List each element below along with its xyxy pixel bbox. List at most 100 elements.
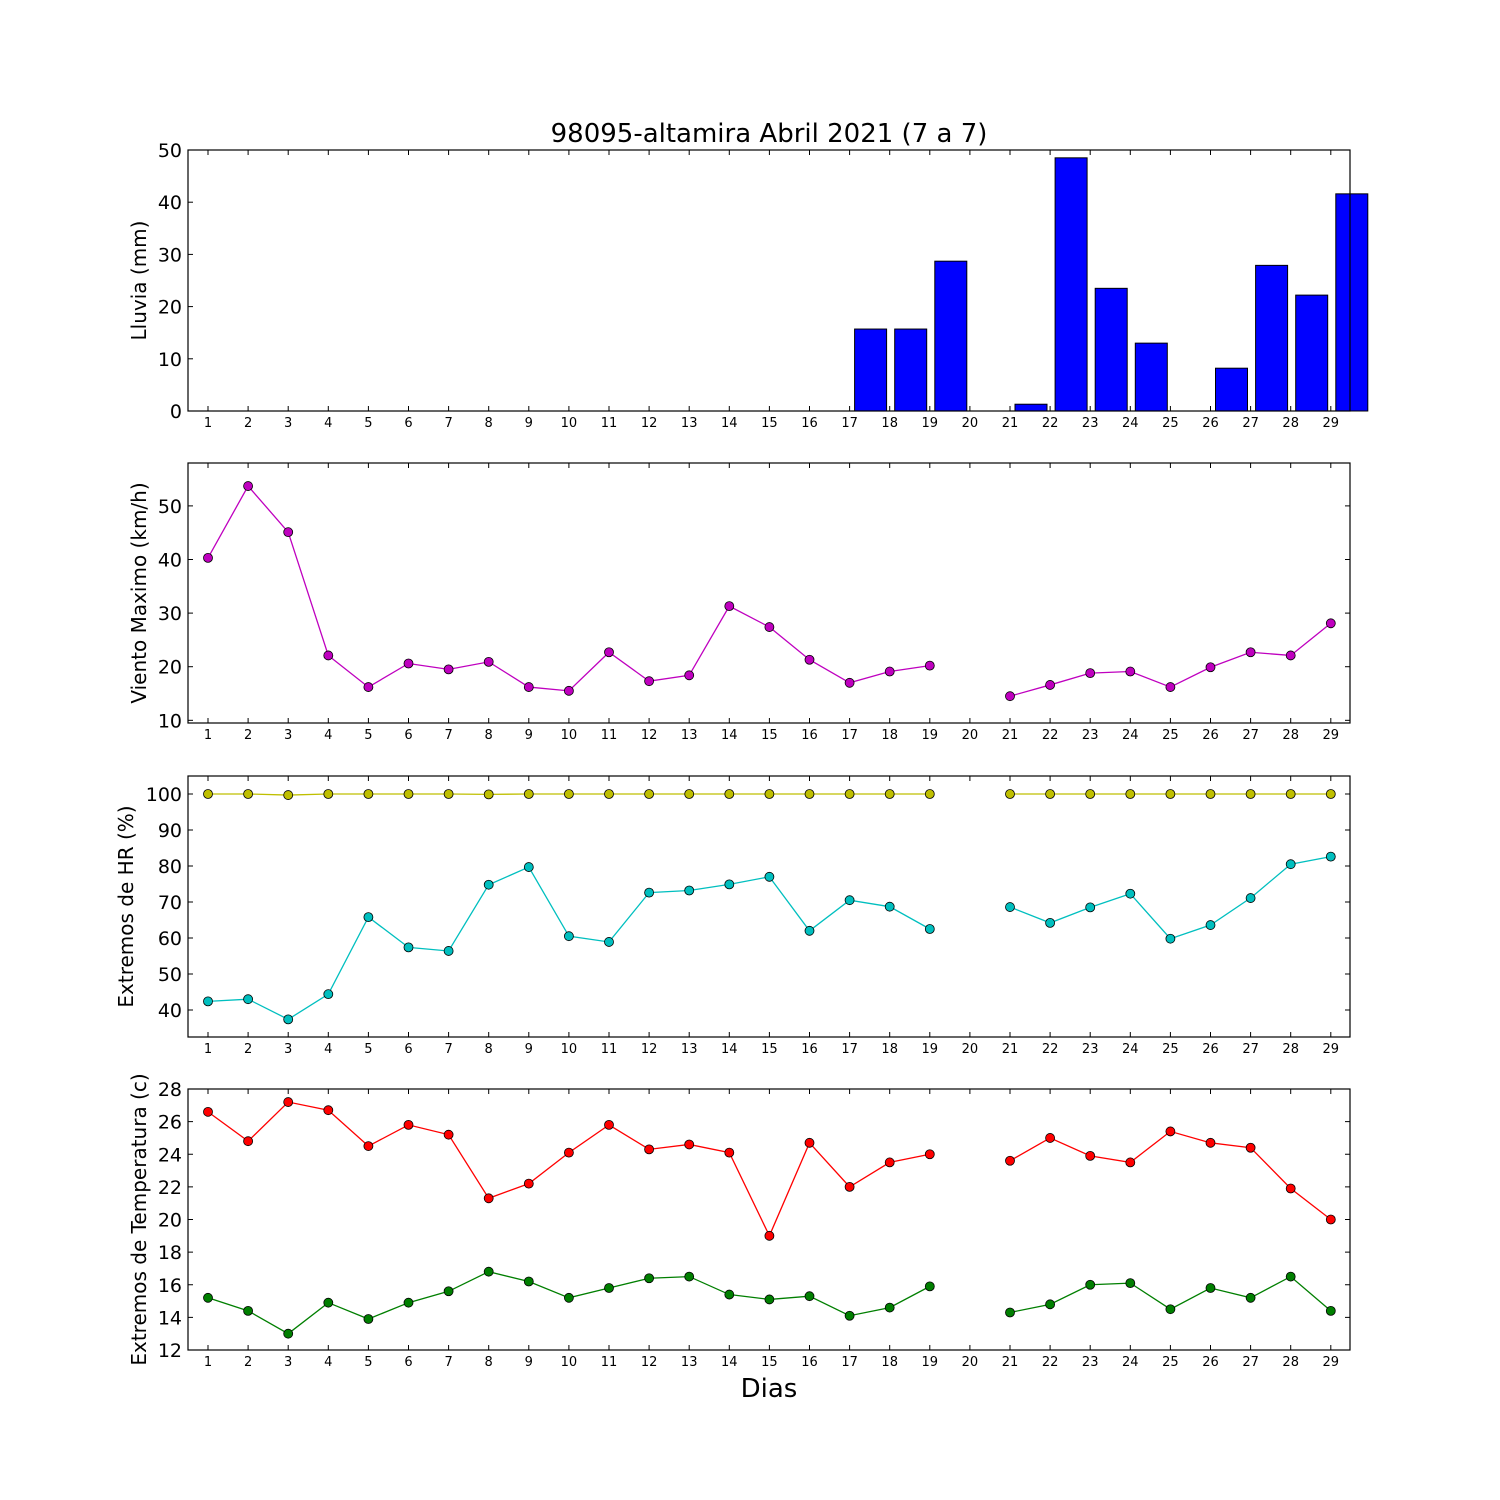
data-point [1045, 1133, 1055, 1143]
x-tick-label: 23 [1082, 1355, 1099, 1370]
x-tick-label: 6 [404, 1355, 412, 1370]
data-point [483, 656, 494, 667]
x-tick-label: 9 [525, 416, 533, 431]
x-tick-label: 9 [525, 1355, 533, 1370]
x-tick-label: 23 [1082, 728, 1099, 743]
x-tick-label: 19 [922, 728, 939, 743]
x-tick-label: 2 [244, 728, 252, 743]
x-tick-label: 4 [324, 728, 332, 743]
x-tick-label: 28 [1282, 416, 1299, 431]
x-tick-label: 4 [324, 1042, 332, 1057]
x-tick-label: 17 [841, 1355, 858, 1370]
x-tick-label: 5 [364, 728, 372, 743]
data-point [1245, 789, 1256, 799]
data-point [764, 1294, 775, 1305]
data-point [804, 1137, 815, 1148]
data-point [1165, 933, 1176, 944]
data-point [1205, 1137, 1216, 1148]
data-point [443, 946, 454, 956]
x-tick-label: 27 [1242, 416, 1259, 431]
plot-frame [187, 149, 1351, 412]
x-tick-label: 15 [761, 416, 778, 431]
data-point [844, 895, 855, 906]
y-tick-label: 0 [170, 401, 182, 423]
x-axis-label: Dias [741, 1374, 798, 1404]
data-point [844, 677, 855, 688]
x-tick-label: 4 [324, 416, 332, 431]
data-point [924, 924, 935, 934]
x-tick-label: 8 [485, 728, 493, 743]
y-tick-label: 26 [158, 1112, 182, 1134]
x-tick-label: 3 [284, 728, 292, 743]
data-point [644, 789, 654, 799]
data-point [323, 789, 334, 799]
data-point [1005, 1155, 1015, 1166]
rain-bar [1134, 342, 1168, 412]
x-tick-label: 23 [1082, 416, 1099, 431]
x-tick-label: 2 [244, 1355, 252, 1370]
x-tick-label: 22 [1042, 1042, 1059, 1057]
y-tick-label: 80 [158, 856, 182, 878]
data-point [684, 1139, 695, 1150]
data-point [323, 1297, 334, 1308]
x-tick-label: 7 [444, 416, 452, 431]
x-tick-label: 3 [284, 1042, 292, 1057]
data-point [564, 789, 574, 799]
data-point [804, 789, 815, 799]
x-tick-label: 11 [601, 416, 618, 431]
series-line [1009, 856, 1331, 940]
y-tick-label: 20 [158, 657, 182, 679]
x-tick-label: 1 [204, 416, 212, 431]
x-tick-label: 1 [204, 728, 212, 743]
data-point [1285, 1183, 1296, 1194]
data-point [203, 789, 213, 799]
data-point [1205, 662, 1216, 673]
x-tick-label: 17 [841, 1042, 858, 1057]
x-tick-label: 22 [1042, 416, 1059, 431]
data-point [403, 789, 414, 799]
rain-bar [1094, 287, 1128, 412]
data-point [1085, 668, 1096, 679]
x-tick-label: 16 [801, 1042, 818, 1057]
data-point [323, 650, 334, 661]
x-tick-label: 19 [922, 1042, 939, 1057]
data-point [443, 789, 454, 799]
x-tick-label: 23 [1082, 1042, 1099, 1057]
data-point [243, 481, 254, 491]
data-point [1165, 682, 1176, 692]
data-point [1005, 902, 1015, 912]
x-tick-label: 22 [1042, 1355, 1059, 1370]
x-tick-label: 29 [1323, 1042, 1340, 1057]
data-point [1085, 1279, 1096, 1290]
x-tick-label: 12 [641, 416, 658, 431]
x-tick-label: 25 [1162, 1042, 1179, 1057]
data-point [243, 1305, 254, 1316]
plot-frame [187, 1088, 1351, 1351]
y-tick-label: 20 [158, 1210, 182, 1232]
x-tick-label: 6 [404, 1042, 412, 1057]
data-point [1205, 920, 1216, 930]
data-point [1125, 1157, 1136, 1168]
x-tick-label: 8 [485, 1355, 493, 1370]
x-tick-label: 27 [1242, 1042, 1259, 1057]
data-point [283, 1328, 294, 1339]
x-tick-label: 16 [801, 416, 818, 431]
data-point [203, 1106, 213, 1117]
x-tick-label: 27 [1242, 1355, 1259, 1370]
data-point [1205, 789, 1216, 799]
rain-bar [934, 260, 968, 412]
data-point [1285, 1271, 1296, 1282]
data-point [564, 931, 574, 942]
x-tick-label: 1 [204, 1042, 212, 1057]
data-point [523, 1178, 534, 1189]
rain-bar [1335, 193, 1369, 412]
x-tick-label: 17 [841, 416, 858, 431]
rain-bar [894, 328, 928, 412]
x-tick-label: 21 [1002, 1042, 1019, 1057]
data-point [1125, 666, 1136, 677]
rain-bar [1215, 367, 1248, 412]
data-point [884, 789, 895, 799]
data-point [1045, 1299, 1055, 1310]
data-point [363, 1314, 374, 1324]
